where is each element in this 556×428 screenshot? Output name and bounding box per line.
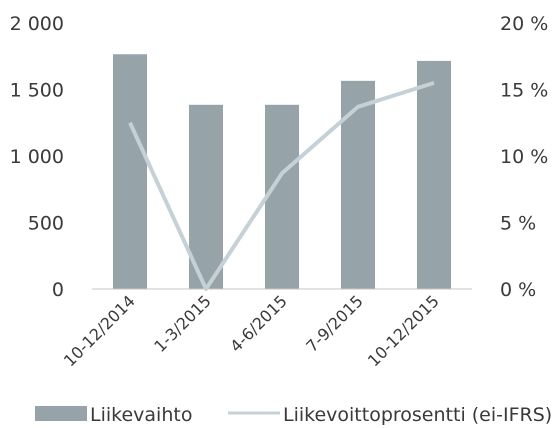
line-series [128, 80, 435, 291]
x-tick-label: 7-9/2015 [302, 291, 367, 356]
x-tick-label: 10-12/2014 [60, 291, 139, 370]
right-axis-ticks: 0 % 5 % 10 % 15 % 20 % [500, 13, 548, 301]
left-tick-label: 0 [52, 279, 64, 301]
right-tick-label: 10 % [500, 146, 548, 168]
left-tick-label: 2 000 [10, 13, 64, 35]
x-tick-label: 1-3/2015 [150, 291, 215, 356]
legend-swatch-bar [35, 406, 87, 421]
right-tick-label: 0 % [500, 279, 536, 301]
bar [265, 104, 299, 289]
bar [189, 104, 223, 289]
bar-series [113, 54, 451, 289]
legend: Liikevaihto Liikevoittoprosentti (ei-IFR… [35, 404, 552, 426]
bar [417, 60, 451, 289]
bar [113, 54, 147, 289]
left-axis-ticks: 0 500 1 000 1 500 2 000 [10, 13, 64, 301]
legend-label-line: Liikevoittoprosentti (ei-IFRS) [283, 404, 552, 426]
left-tick-label: 1 500 [10, 80, 64, 102]
right-tick-label: 15 % [500, 80, 548, 102]
right-tick-label: 5 % [500, 213, 536, 235]
legend-label-bar: Liikevaihto [90, 404, 192, 426]
x-axis-ticks: 10-12/2014 1-3/2015 4-6/2015 7-9/201510-12/… [60, 291, 443, 370]
left-tick-label: 1 000 [10, 146, 64, 168]
bar [341, 80, 375, 289]
x-tick-label: 10-12/2015 [364, 291, 443, 370]
right-tick-label: 20 % [500, 13, 548, 35]
left-tick-label: 500 [28, 213, 64, 235]
x-tick-label: 4-6/2015 [226, 291, 291, 356]
